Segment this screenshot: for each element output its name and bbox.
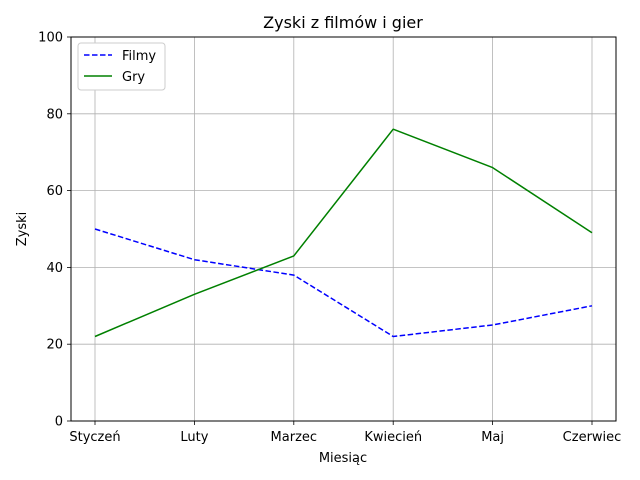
- plot-frame: [70, 36, 617, 422]
- axis-ticks: Styczeń Luty Marzec Kwiecień Maj Czerwiec 0 20 4…: [38, 31, 621, 446]
- y-tick-label: 20: [46, 338, 63, 353]
- x-tick-label: Marzec: [271, 430, 318, 445]
- x-tick-label: Maj: [481, 430, 504, 445]
- grid-lines: [71, 36, 616, 422]
- x-tick-label: Luty: [180, 430, 208, 445]
- x-tick-label: Styczeń: [69, 430, 120, 445]
- series-lines: [94, 128, 593, 338]
- legend: Filmy Gry: [77, 42, 166, 91]
- legend-label-filmy: Filmy: [122, 49, 156, 64]
- legend-label-gry: Gry: [122, 70, 145, 85]
- x-tick-label: Czerwiec: [563, 430, 622, 445]
- y-tick-label: 0: [55, 415, 63, 430]
- y-axis-label: Zyski: [15, 212, 30, 247]
- y-tick-label: 60: [46, 184, 63, 199]
- x-axis-label: Miesiąc: [319, 451, 367, 466]
- series-line-gry: [94, 128, 593, 338]
- chart-title: Zyski z filmów i gier: [263, 13, 423, 32]
- x-tick-label: Kwiecień: [364, 430, 422, 445]
- y-tick-label: 100: [38, 31, 63, 46]
- y-tick-label: 40: [46, 261, 63, 276]
- y-tick-label: 80: [46, 107, 63, 122]
- legend-box: [77, 42, 166, 91]
